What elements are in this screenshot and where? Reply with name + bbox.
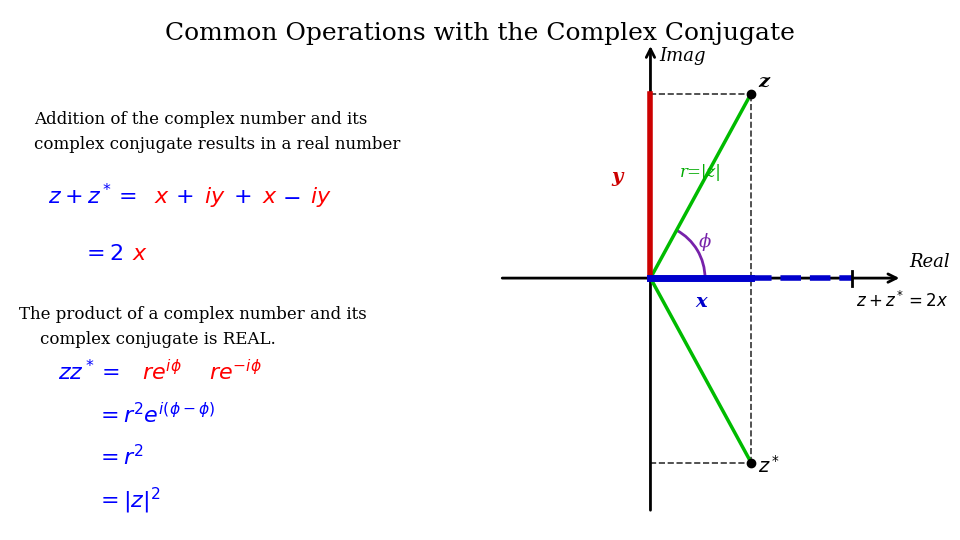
Text: $iy$: $iy$ — [204, 185, 226, 208]
Text: z: z — [757, 73, 769, 91]
Text: $z + z^* = $: $z + z^* = $ — [48, 184, 136, 209]
Text: $re^{i\phi}$: $re^{i\phi}$ — [142, 360, 181, 385]
Text: ϕ: ϕ — [699, 233, 711, 251]
Text: y: y — [612, 167, 623, 186]
Text: $x$: $x$ — [132, 242, 148, 265]
Text: $re^{-i\phi}$: $re^{-i\phi}$ — [208, 360, 262, 385]
Text: $zz^* = $: $zz^* = $ — [58, 360, 119, 385]
Text: The product of a complex number and its
    complex conjugate is REAL.: The product of a complex number and its … — [19, 306, 367, 348]
Text: r=|z|: r=|z| — [680, 164, 722, 181]
Text: $= r^2 e^{i(\phi-\phi)}$: $= r^2 e^{i(\phi-\phi)}$ — [96, 402, 215, 428]
Text: x: x — [695, 293, 707, 310]
Text: $+$: $+$ — [175, 186, 194, 207]
Text: $z^*$: $z^*$ — [757, 455, 780, 477]
Text: $= |z|^2$: $= |z|^2$ — [96, 485, 160, 516]
Text: $x$: $x$ — [154, 186, 170, 207]
Text: $= r^2$: $= r^2$ — [96, 446, 144, 470]
Text: Addition of the complex number and its
complex conjugate results in a real numbe: Addition of the complex number and its c… — [34, 111, 400, 153]
Text: $+$: $+$ — [233, 186, 252, 207]
Text: $= 2$: $= 2$ — [82, 242, 123, 265]
Text: $x$: $x$ — [261, 186, 277, 207]
Text: $iy$: $iy$ — [309, 185, 331, 208]
Text: $z + z^* = 2x$: $z + z^* = 2x$ — [856, 292, 948, 312]
Text: Real: Real — [909, 253, 949, 272]
Text: $-$: $-$ — [282, 186, 300, 207]
Text: Common Operations with the Complex Conjugate: Common Operations with the Complex Conju… — [165, 22, 795, 45]
Text: Imag: Imag — [659, 48, 706, 65]
